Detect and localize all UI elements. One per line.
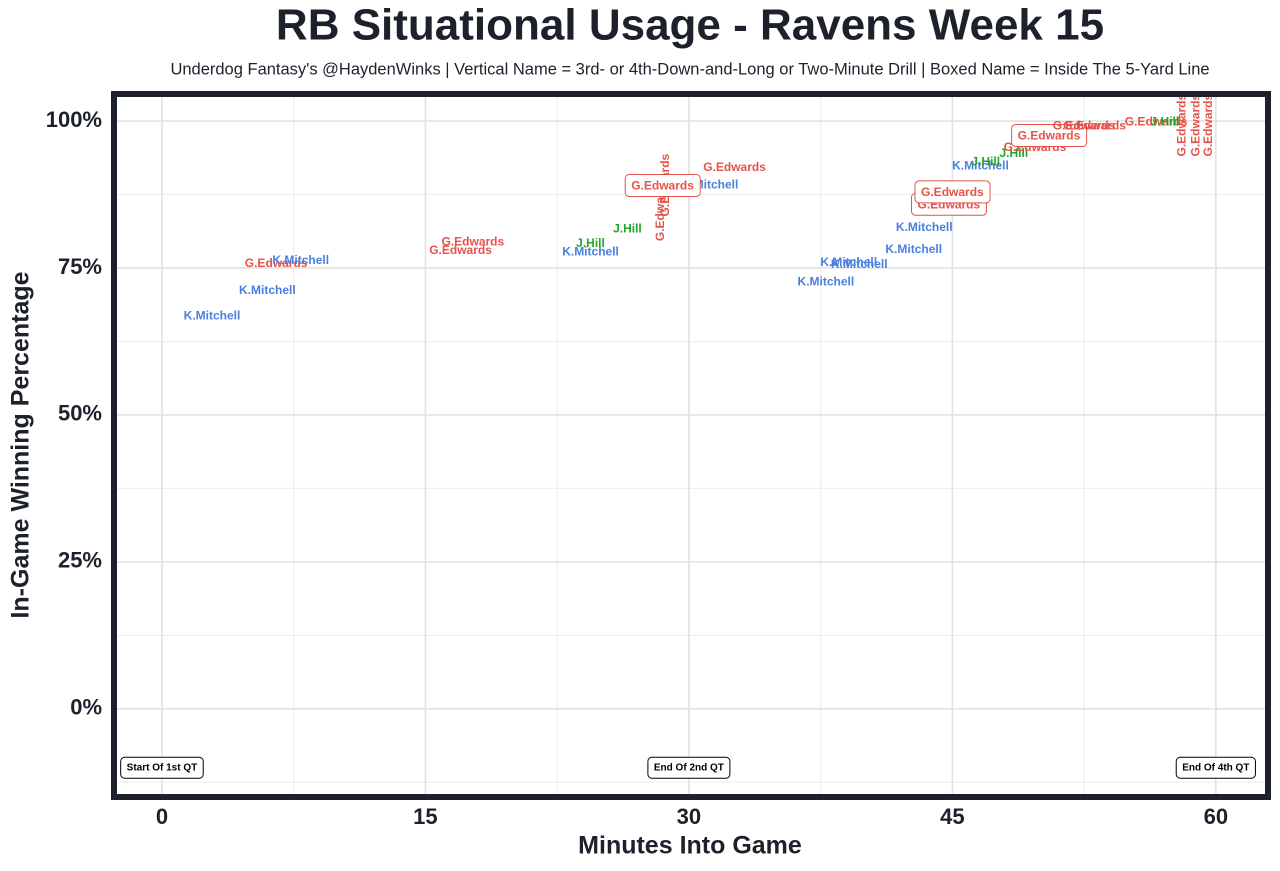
point-label: G.Edwards xyxy=(921,185,984,199)
point-label: K.Mitchell xyxy=(896,220,953,234)
point-label: G.Edwards xyxy=(1053,119,1116,133)
point-label: J.Hill xyxy=(576,236,605,250)
point-label: G.Edwards xyxy=(1018,128,1081,142)
panel-border xyxy=(111,91,1271,800)
x-tick-label: 45 xyxy=(940,804,964,829)
x-axis-title: Minutes Into Game xyxy=(578,832,802,860)
chart-title: RB Situational Usage - Ravens Week 15 xyxy=(276,1,1104,50)
point-label: K.Mitchell xyxy=(184,308,241,322)
chart-subtitle: Underdog Fantasy's @HaydenWinks | Vertic… xyxy=(170,60,1209,78)
y-tick-label: 75% xyxy=(58,254,102,279)
point-label: G.Edwards xyxy=(1189,93,1203,156)
point-label: G.Edwards xyxy=(245,256,308,270)
point-label: G.Edwards xyxy=(1175,93,1189,156)
point-label: K.Mitchell xyxy=(885,242,942,256)
point-label: J.Hill xyxy=(1151,114,1180,128)
point-label: J.Hill xyxy=(613,221,642,235)
point-label: G.Edwards xyxy=(631,178,694,192)
point-label: G.Edwards xyxy=(703,160,766,174)
y-axis-title: In-Game Winning Percentage xyxy=(7,271,35,618)
point-label: K.Mitchell xyxy=(239,283,296,297)
point-label: G.Edwards xyxy=(1125,114,1188,128)
x-tick-label: 0 xyxy=(156,804,168,829)
x-tick-label: 60 xyxy=(1204,804,1228,829)
point-label: K.Mitchell xyxy=(820,255,877,269)
point-box xyxy=(624,173,701,197)
point-label: J.Hill xyxy=(999,146,1028,160)
x-tick-label: 15 xyxy=(413,804,437,829)
annotation: End Of 4th QT xyxy=(1182,762,1249,773)
point-label: G.Edwards xyxy=(442,234,505,248)
point-label: J.Hill xyxy=(971,154,1000,168)
marks: K.MitchellK.MitchellG.EdwardsK.MitchellG… xyxy=(184,93,1215,322)
point-label: G.Edwards xyxy=(1201,93,1215,156)
y-tick-label: 100% xyxy=(46,107,102,132)
point-box xyxy=(1011,123,1088,147)
y-tick-label: 50% xyxy=(58,401,102,426)
point-label: K.Mitchell xyxy=(562,244,619,258)
x-tick-label: 30 xyxy=(677,804,701,829)
annotation-box xyxy=(647,756,731,779)
annotation: End Of 2nd QT xyxy=(654,762,724,773)
point-label: K.Mitchell xyxy=(831,257,888,271)
point-label: G.Edwards xyxy=(429,243,492,257)
annotation-box xyxy=(1175,756,1256,779)
annotation: Start Of 1st QT xyxy=(127,762,198,773)
grid xyxy=(114,94,1268,797)
y-tick-label: 25% xyxy=(58,548,102,573)
point-label: G.Edwards xyxy=(1063,119,1126,133)
point-label: K.Mitchell xyxy=(272,253,329,267)
point-label: K.Mitchell xyxy=(952,158,1009,172)
point-label: K.Mitchell xyxy=(798,274,855,288)
y-tick-label: 0% xyxy=(70,695,102,720)
annotation-box xyxy=(120,756,204,779)
point-box xyxy=(914,180,991,204)
